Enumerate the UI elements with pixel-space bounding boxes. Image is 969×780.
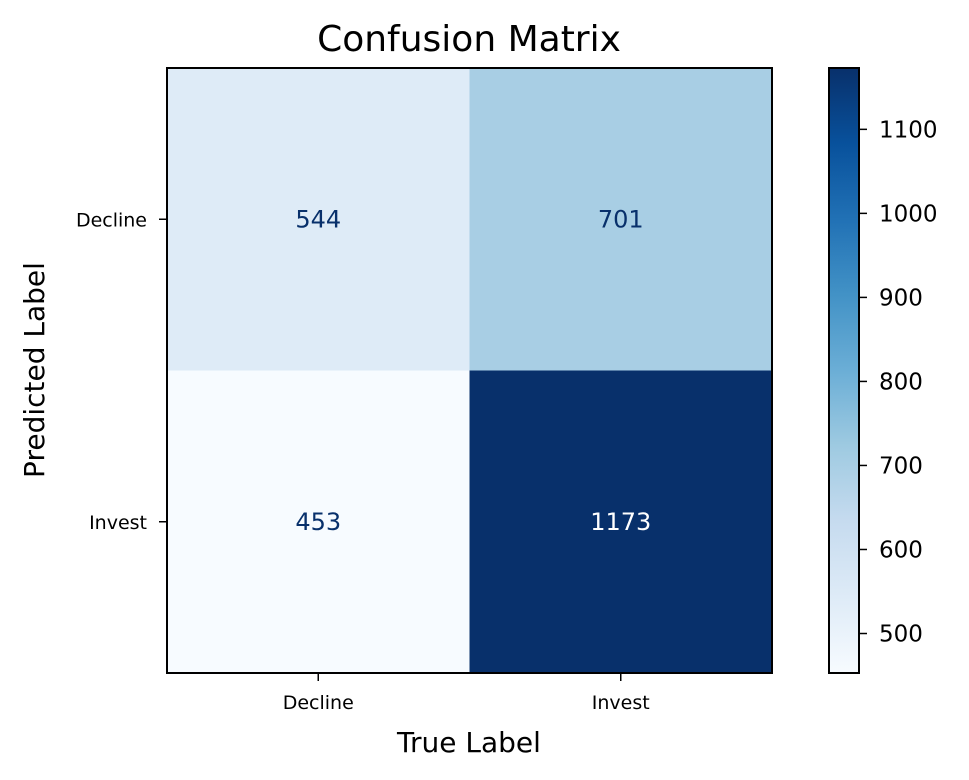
cell-value-1-1: 1173 bbox=[590, 508, 651, 536]
y-tick-label-0: Decline bbox=[76, 209, 147, 231]
matrix-area: 544 701 453 1173 Decline Invest Decline Invest bbox=[76, 67, 773, 714]
colorbar-gradient bbox=[829, 68, 859, 673]
colorbar-tick-label-1: 600 bbox=[879, 537, 923, 563]
colorbar: 500 600 700 800 900 1000 1100 bbox=[828, 67, 938, 674]
colorbar-tick-label-5: 1000 bbox=[879, 201, 938, 227]
cell-value-0-1: 701 bbox=[598, 205, 644, 233]
cell-value-1-0: 453 bbox=[295, 508, 341, 536]
colorbar-tick-label-0: 500 bbox=[879, 622, 923, 648]
colorbar-tick-label-3: 800 bbox=[879, 369, 923, 395]
colorbar-tick-label-2: 700 bbox=[879, 453, 923, 479]
cell-value-0-0: 544 bbox=[295, 205, 341, 233]
x-tick-label-0: Decline bbox=[283, 692, 354, 714]
y-axis-label: Predicted Label bbox=[18, 262, 51, 478]
matrix-frame bbox=[166, 67, 773, 674]
x-axis-label: True Label bbox=[396, 726, 541, 759]
cell-1-1 bbox=[469, 370, 772, 673]
x-tick-label-1: Invest bbox=[592, 692, 650, 714]
chart-title: Confusion Matrix bbox=[317, 19, 621, 60]
colorbar-tick-label-4: 900 bbox=[879, 285, 923, 311]
colorbar-frame bbox=[828, 67, 860, 674]
cell-0-0 bbox=[167, 68, 470, 371]
y-tick-label-1: Invest bbox=[89, 512, 147, 534]
cell-1-0 bbox=[167, 370, 470, 673]
cell-0-1 bbox=[469, 68, 772, 371]
colorbar-tick-label-6: 1100 bbox=[879, 117, 938, 143]
